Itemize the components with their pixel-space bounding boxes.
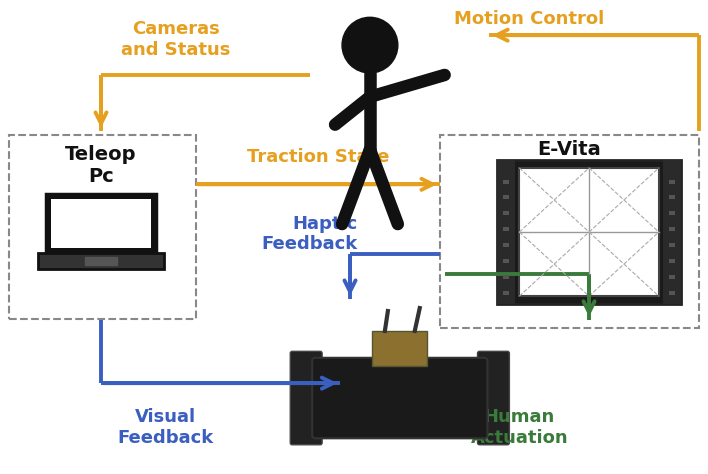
Circle shape: [342, 17, 398, 73]
FancyBboxPatch shape: [663, 160, 681, 304]
FancyBboxPatch shape: [503, 211, 509, 215]
FancyBboxPatch shape: [669, 259, 675, 263]
FancyBboxPatch shape: [669, 291, 675, 294]
FancyBboxPatch shape: [520, 168, 659, 296]
FancyBboxPatch shape: [51, 199, 151, 248]
FancyBboxPatch shape: [503, 227, 509, 231]
FancyBboxPatch shape: [290, 351, 322, 445]
Text: Cameras
and Status: Cameras and Status: [121, 20, 230, 59]
FancyBboxPatch shape: [503, 195, 509, 200]
FancyBboxPatch shape: [669, 195, 675, 200]
FancyBboxPatch shape: [477, 351, 509, 445]
FancyBboxPatch shape: [503, 180, 509, 183]
FancyBboxPatch shape: [503, 291, 509, 294]
FancyBboxPatch shape: [38, 254, 164, 269]
Text: Haptic
Feedback: Haptic Feedback: [262, 215, 358, 254]
FancyBboxPatch shape: [669, 243, 675, 247]
FancyBboxPatch shape: [497, 160, 515, 304]
FancyBboxPatch shape: [46, 194, 156, 254]
FancyBboxPatch shape: [503, 275, 509, 279]
FancyBboxPatch shape: [497, 160, 681, 304]
Text: E-Vita: E-Vita: [537, 139, 601, 159]
FancyBboxPatch shape: [669, 227, 675, 231]
Text: Human
Actuation: Human Actuation: [471, 408, 568, 447]
Text: Motion Control: Motion Control: [455, 10, 605, 28]
FancyBboxPatch shape: [669, 180, 675, 183]
FancyBboxPatch shape: [372, 331, 427, 366]
FancyBboxPatch shape: [85, 257, 117, 265]
FancyBboxPatch shape: [312, 358, 488, 438]
Text: Traction State: Traction State: [247, 148, 389, 166]
FancyBboxPatch shape: [669, 211, 675, 215]
FancyBboxPatch shape: [503, 259, 509, 263]
FancyBboxPatch shape: [669, 275, 675, 279]
FancyBboxPatch shape: [503, 243, 509, 247]
Text: Teleop
Pc: Teleop Pc: [65, 145, 137, 185]
Text: Visual
Feedback: Visual Feedback: [118, 408, 214, 447]
